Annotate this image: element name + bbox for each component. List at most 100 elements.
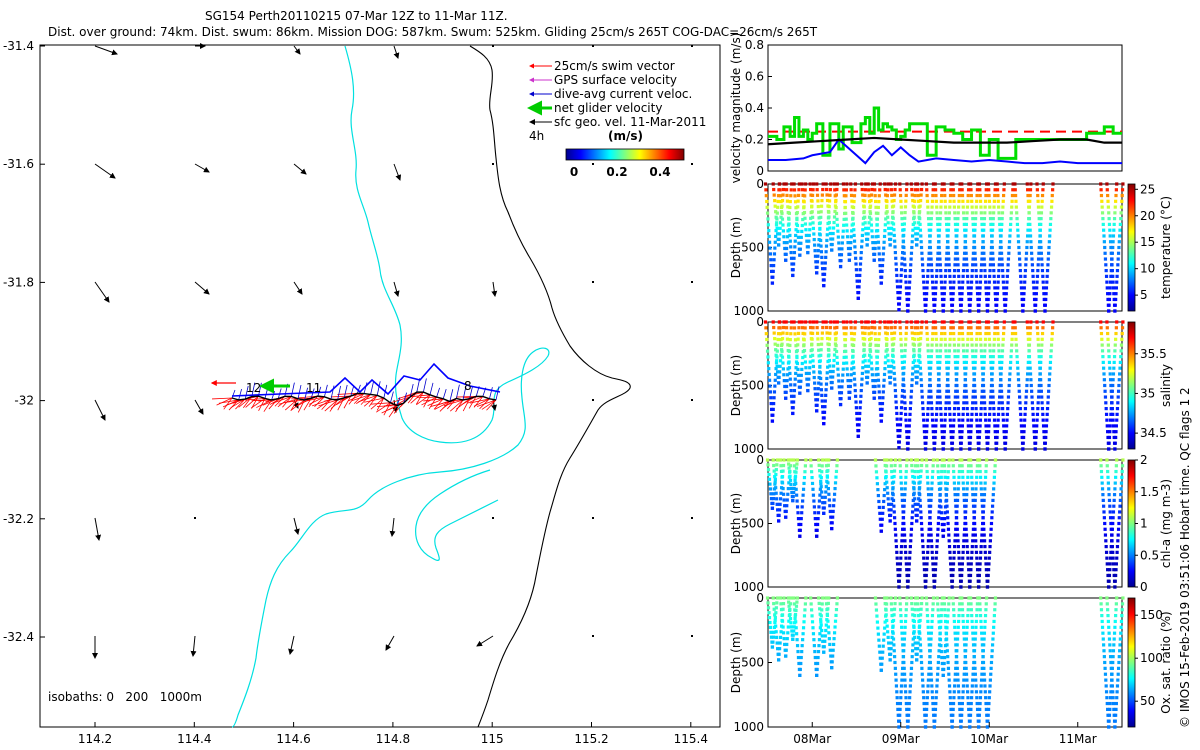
profile-point <box>975 280 979 284</box>
profile-point <box>849 320 853 324</box>
swim-vector <box>297 395 318 399</box>
profile-point <box>893 250 897 255</box>
profile-point <box>832 504 836 508</box>
profile-point <box>1115 268 1120 273</box>
profile-point <box>1100 343 1104 347</box>
profile-point <box>1002 292 1006 296</box>
profile-point <box>880 517 884 521</box>
profile-point <box>999 389 1004 393</box>
profile-point <box>1107 303 1111 307</box>
profile-point <box>1046 401 1050 405</box>
profile-point <box>873 188 877 192</box>
profile-point <box>1107 211 1111 215</box>
profile-point <box>887 232 891 236</box>
depth-tick-label: 500 <box>741 656 764 670</box>
profile-point <box>789 383 793 387</box>
profile-point <box>1108 240 1113 244</box>
profile-point <box>965 487 969 491</box>
profile-point <box>957 701 962 706</box>
profile-point <box>898 182 902 186</box>
profile-point <box>946 389 951 393</box>
velocity-y-axis: 00.20.40.60.8 <box>745 38 772 178</box>
profile-point <box>1021 309 1025 313</box>
sfc-vel-dot <box>592 399 594 401</box>
profile-point <box>873 326 877 330</box>
profile-point <box>972 240 976 244</box>
profile-point <box>930 550 934 554</box>
profile-point <box>834 613 838 618</box>
profile-point <box>1116 533 1120 537</box>
profile-point <box>876 343 880 348</box>
profile-point <box>949 320 953 324</box>
profile-point <box>903 401 907 405</box>
profile-point <box>919 193 923 197</box>
profile-point <box>816 342 820 347</box>
profile-point <box>885 486 889 490</box>
profile-point <box>797 188 801 192</box>
profile-point <box>943 469 947 474</box>
profile-point <box>928 649 932 653</box>
profile-point <box>978 280 983 284</box>
profile-point <box>898 596 902 600</box>
profile-point <box>995 326 1000 330</box>
profile-point <box>930 205 934 209</box>
profile-point <box>1028 331 1032 336</box>
profile-point <box>799 241 803 245</box>
profile-point <box>908 696 912 700</box>
profile-point <box>883 596 887 600</box>
profile-point <box>1110 395 1114 399</box>
profile-point <box>879 529 883 533</box>
profile-point <box>1022 435 1026 440</box>
profile-point <box>971 631 975 635</box>
profile-point <box>1025 320 1029 324</box>
profile-point <box>893 245 897 249</box>
profile-point <box>1099 458 1103 462</box>
profile-point <box>982 533 986 537</box>
profile-point <box>818 469 822 473</box>
profile-point <box>807 377 811 381</box>
profile-point <box>894 678 898 682</box>
profile-point <box>1001 205 1005 209</box>
profile-point <box>926 343 930 347</box>
profile-point <box>946 527 951 531</box>
profile-point <box>928 234 932 238</box>
profile-point <box>957 412 961 416</box>
profile-point <box>957 613 961 618</box>
profile-point <box>924 303 928 307</box>
profile-point <box>893 458 898 462</box>
profile-point <box>877 252 881 256</box>
profile-point <box>984 286 988 290</box>
profile-point <box>825 371 829 375</box>
profile-point <box>901 516 906 520</box>
profile-point <box>888 381 892 385</box>
profile-point <box>812 644 816 648</box>
profile-point <box>975 464 980 468</box>
profile-point <box>944 355 948 359</box>
profile-point <box>1111 274 1115 278</box>
profile-point <box>821 639 825 643</box>
profile-point <box>887 502 891 506</box>
profile-point <box>958 320 962 324</box>
profile-point <box>953 268 957 273</box>
profile-point <box>774 367 778 371</box>
profile-point <box>916 226 920 230</box>
profile-point <box>819 210 823 214</box>
profile-point <box>817 354 821 358</box>
profile-point <box>975 331 979 336</box>
profile-point <box>774 491 778 495</box>
profile-point <box>828 226 832 230</box>
profile-point <box>1120 475 1124 479</box>
profile-point <box>928 516 932 520</box>
profile-point <box>967 596 971 600</box>
profile-point <box>920 596 924 600</box>
profile-point <box>987 337 992 341</box>
profile-point <box>943 343 948 347</box>
profile-point <box>1041 182 1045 186</box>
profile-point <box>938 217 942 221</box>
profile-point <box>919 516 923 520</box>
profile-point <box>1101 498 1105 503</box>
profile-point <box>853 326 857 330</box>
profile-point <box>1120 608 1124 612</box>
profile-point <box>1024 251 1029 255</box>
profile-point <box>949 424 953 428</box>
